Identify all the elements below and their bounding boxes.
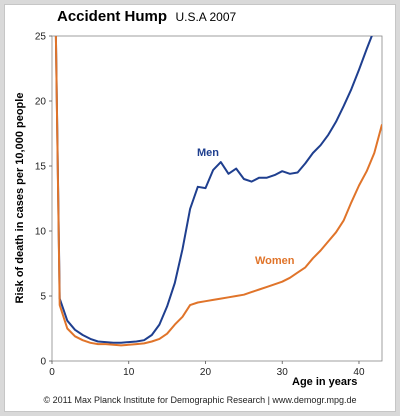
x-axis-label: Age in years [292, 376, 358, 388]
x-tick-label: 40 [353, 367, 365, 378]
series-line-women [54, 36, 382, 347]
chart-frame [4, 4, 396, 412]
chart-title: Accident Hump [57, 8, 168, 25]
y-tick-label: 15 [35, 162, 47, 173]
series-label-women: Women [255, 255, 295, 267]
x-tick-label: 10 [123, 367, 135, 378]
chart-subtitle: U.S.A 2007 [175, 10, 237, 24]
series-line-men [54, 36, 373, 344]
y-tick-label: 25 [35, 32, 47, 43]
y-tick-label: 0 [40, 357, 46, 368]
y-tick-label: 20 [35, 97, 47, 108]
y-tick-label: 10 [35, 227, 47, 238]
x-tick-label: 0 [49, 367, 55, 378]
plot-area [51, 35, 383, 362]
x-tick-label: 30 [277, 367, 289, 378]
series-label-men: Men [197, 147, 219, 159]
chart-title-block: Accident Hump U.S.A 2007 [57, 8, 236, 26]
series-group [54, 36, 382, 347]
credit-line: © 2011 Max Planck Institute for Demograp… [43, 395, 357, 405]
x-tick-label: 20 [200, 367, 212, 378]
y-tick-label: 5 [40, 292, 46, 303]
